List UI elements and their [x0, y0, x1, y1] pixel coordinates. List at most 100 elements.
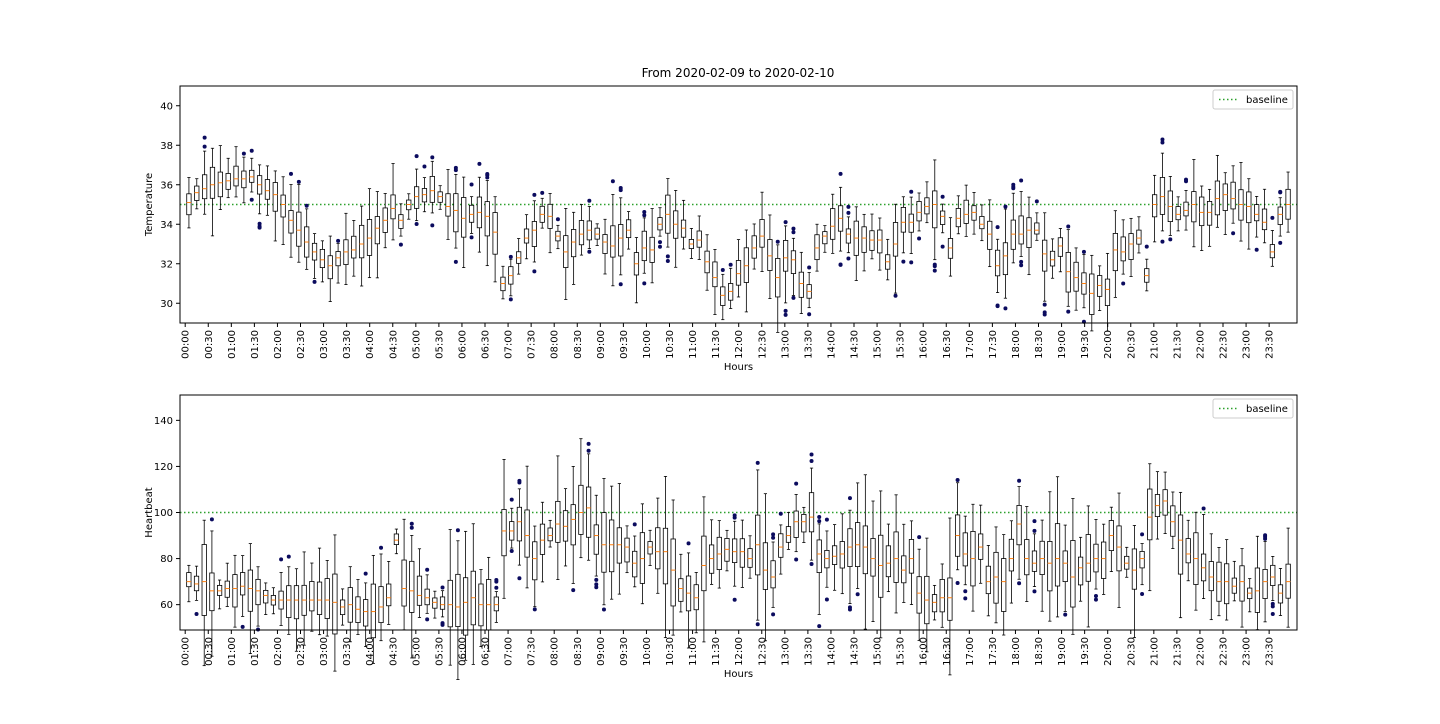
box-body — [639, 532, 646, 584]
box — [327, 235, 333, 302]
x-tick-label: 15:30 — [896, 330, 907, 359]
box-body — [1261, 208, 1268, 231]
box — [1238, 162, 1244, 242]
box — [398, 203, 404, 247]
box — [1247, 578, 1253, 613]
box-body — [1101, 541, 1107, 579]
box-body — [962, 532, 968, 567]
outlier-point — [1263, 536, 1268, 541]
box — [272, 170, 278, 242]
box — [947, 517, 953, 676]
x-tick-label: 10:00 — [642, 330, 653, 359]
box-body — [816, 539, 822, 573]
box — [985, 545, 991, 617]
y-axis-label: Heartbeat — [144, 487, 155, 537]
box — [232, 554, 238, 628]
box-body — [366, 219, 373, 256]
outlier-point — [794, 557, 799, 562]
x-tick-label: 02:30 — [296, 330, 307, 359]
box — [309, 562, 315, 632]
box — [256, 164, 263, 230]
x-tick-label: 11:30 — [711, 330, 722, 359]
box — [1222, 172, 1228, 235]
box — [618, 185, 624, 287]
box-body — [570, 504, 576, 546]
box — [492, 196, 498, 283]
box-body — [1001, 558, 1007, 612]
x-tick-label: 13:30 — [803, 330, 814, 359]
box-body — [447, 579, 453, 628]
x-tick-label: 14:30 — [850, 330, 861, 359]
box — [382, 193, 388, 249]
box — [602, 218, 608, 275]
outlier-point — [1032, 528, 1037, 533]
box — [225, 157, 231, 199]
box — [678, 553, 684, 613]
outlier-point — [1160, 140, 1165, 145]
x-tick-label: 14:00 — [826, 330, 837, 359]
x-tick-label: 14:00 — [826, 637, 837, 666]
box — [1199, 185, 1205, 251]
box-body — [901, 555, 907, 584]
box — [1057, 228, 1063, 273]
outlier-point — [586, 441, 591, 446]
box — [641, 210, 647, 286]
x-tick-label: 08:30 — [573, 637, 584, 666]
outlier-point — [532, 192, 537, 197]
box — [240, 555, 246, 629]
box — [1081, 249, 1087, 324]
box-body — [971, 205, 977, 221]
box-body — [324, 578, 330, 619]
outlier-point — [469, 235, 474, 240]
box-body — [424, 588, 430, 606]
box-body — [1269, 244, 1275, 259]
outlier-point — [807, 312, 812, 317]
box-body — [987, 220, 993, 250]
outlier-point — [807, 265, 812, 270]
box — [461, 176, 467, 268]
box-body — [1170, 505, 1176, 537]
outlier-point — [732, 513, 737, 518]
box-body — [186, 572, 192, 588]
box-body — [414, 186, 420, 209]
box — [979, 204, 985, 242]
box — [901, 523, 907, 603]
x-tick-label: 02:00 — [273, 330, 284, 359]
x-tick-label: 04:00 — [365, 637, 376, 666]
box-body — [790, 250, 797, 274]
box-body — [862, 525, 868, 575]
box-body — [209, 572, 215, 612]
box-body — [1034, 222, 1040, 235]
outlier-point — [775, 239, 780, 244]
box — [1159, 137, 1166, 244]
box — [793, 481, 799, 562]
box — [563, 207, 569, 300]
outlier-point — [909, 260, 914, 265]
box — [1285, 171, 1291, 233]
box-body — [523, 228, 530, 244]
outlier-point — [855, 592, 860, 597]
outlier-point — [296, 179, 301, 184]
outlier-point — [453, 259, 458, 264]
outlier-point — [532, 607, 537, 612]
box-body — [416, 575, 423, 606]
box-body — [571, 229, 577, 258]
outlier-point — [453, 168, 458, 173]
x-tick-label: 12:30 — [757, 330, 768, 359]
box-body — [1062, 550, 1068, 583]
x-tick-label: 11:30 — [711, 637, 722, 666]
box — [1154, 471, 1161, 540]
box — [696, 215, 702, 260]
box-body — [931, 594, 938, 613]
box-body — [1277, 206, 1283, 225]
box-body — [370, 583, 376, 639]
box — [616, 483, 622, 595]
x-tick-label: 00:00 — [181, 330, 192, 359]
box-body — [202, 174, 208, 200]
box — [924, 181, 930, 224]
box — [1269, 215, 1275, 267]
box-body — [363, 599, 369, 627]
box — [655, 497, 661, 594]
box-body — [808, 492, 815, 533]
